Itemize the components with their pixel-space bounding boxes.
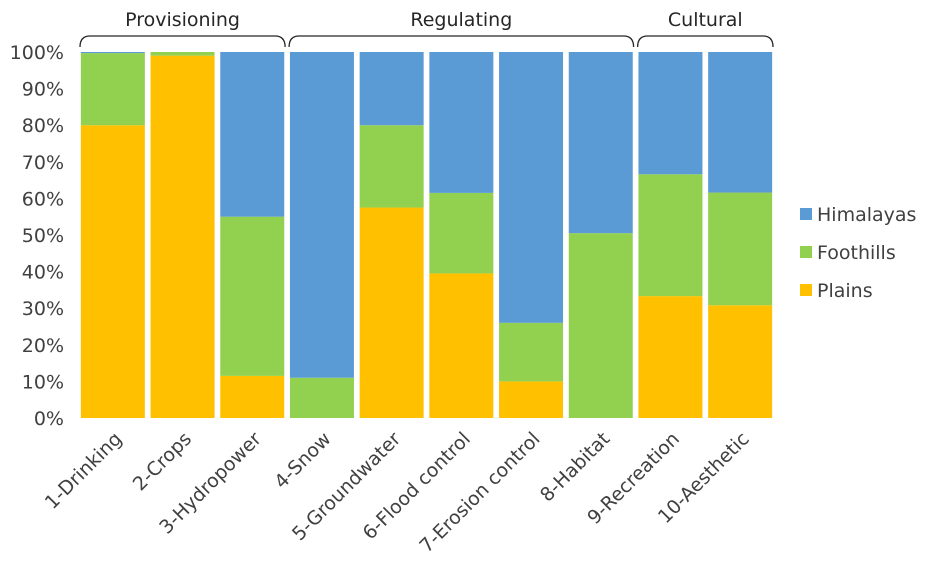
bar-segment-foothills [429,192,494,274]
bar-segment-himalayas [499,52,564,323]
bar-segment-himalayas [638,52,703,175]
legend: Himalayas Foothills Plains [800,204,916,302]
legend-label: Plains [817,280,873,302]
bar-segment-himalayas [359,52,424,126]
bar-segment-foothills [568,233,633,418]
legend-label: Himalayas [817,204,916,226]
y-tick-label: 30% [22,298,64,320]
y-axis: 0% 10% 20% 30% 40% 50% 60% 70% 80% 90% 100% [10,42,64,430]
x-tick-label: 7-Erosion control [415,428,544,557]
bar-segment-himalayas [568,52,633,234]
bar-segment-plains [359,207,424,418]
group-label: Regulating [410,9,512,31]
group-bracket [288,35,635,48]
bar-segment-foothills [289,377,354,418]
bar-segment-foothills [638,174,703,297]
bar-segment-himalayas [220,52,285,217]
bar-segment-foothills [220,216,285,376]
y-tick-label: 50% [22,225,64,247]
y-tick-label: 10% [22,371,64,393]
bar-segment-foothills [499,322,564,382]
group-label: Cultural [668,9,743,31]
legend-swatch [800,284,812,296]
x-tick-label: 2-Crops [129,428,196,495]
y-tick-label: 0% [34,408,64,430]
group-label: Provisioning [125,9,240,31]
legend-swatch [800,208,812,220]
bar-segment-plains [638,296,703,418]
bar-segment-plains [429,273,494,418]
y-tick-label: 20% [22,335,64,357]
x-tick-label: 1-Drinking [41,428,127,514]
bar-segment-himalayas [289,52,354,378]
bar-segment-himalayas [80,52,145,54]
x-tick-label: 4-Snow [270,428,335,493]
bar-segment-foothills [150,52,215,56]
y-tick-label: 40% [22,262,64,284]
y-tick-label: 80% [22,115,64,137]
legend-swatch [800,246,812,258]
y-tick-label: 90% [22,79,64,101]
bar-segment-plains [708,305,773,418]
bar-segment-himalayas [708,52,773,193]
bar-segment-foothills [359,125,424,208]
bar-segment-foothills [708,192,773,306]
group-brackets: Provisioning Regulating Cultural [79,9,774,48]
bar-segment-plains [220,375,285,418]
bar-segment-foothills [80,53,145,126]
bar-segment-himalayas [429,52,494,193]
group-bracket [79,35,286,48]
y-tick-label: 60% [22,188,64,210]
bar-segment-plains [150,55,215,418]
bar-segment-plains [499,381,564,418]
bar-segment-plains [80,125,145,418]
y-tick-label: 100% [10,42,64,64]
legend-label: Foothills [817,242,896,264]
group-bracket [636,35,774,48]
bars [80,52,773,418]
y-tick-label: 70% [22,152,64,174]
